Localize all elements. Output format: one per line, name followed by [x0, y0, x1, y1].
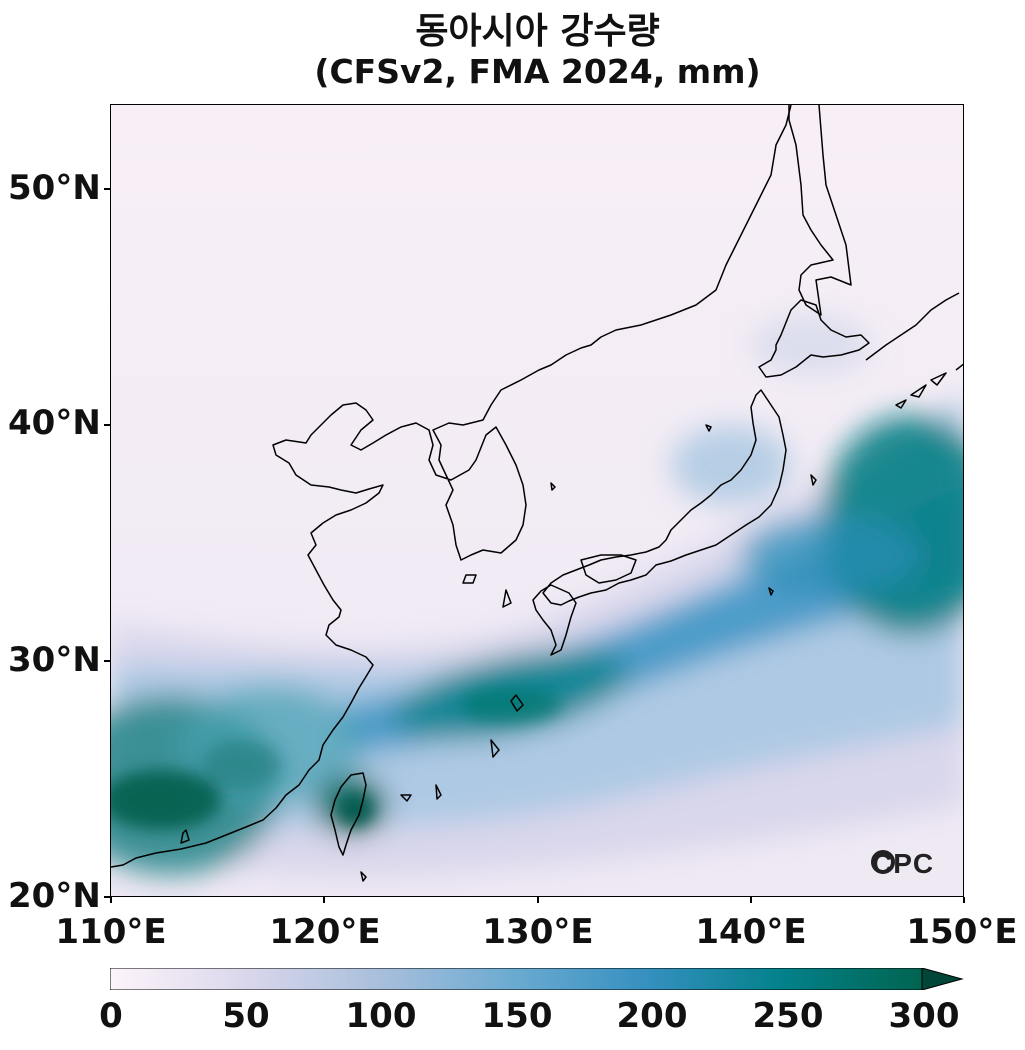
map-panel — [110, 104, 964, 897]
cpc-logo: CPC — [872, 848, 934, 880]
logo-text: CPC — [872, 848, 935, 879]
precip-heavy-cores — [111, 687, 561, 830]
lon-label-130e: 130°E — [482, 912, 594, 952]
lon-tick — [537, 897, 539, 903]
lat-label-20n: 20°N — [8, 876, 101, 916]
lat-label-30n: 30°N — [8, 640, 101, 680]
lat-tick — [104, 424, 110, 426]
colorbar-extend-arrow — [921, 968, 964, 990]
lon-label-120e: 120°E — [269, 912, 381, 952]
lon-label-140e: 140°E — [695, 912, 807, 952]
lon-label-150e: 150°E — [906, 912, 1018, 952]
colorbar-label-0: 0 — [99, 996, 123, 1036]
colorbar — [110, 968, 964, 990]
lat-label-40n: 40°N — [8, 403, 101, 443]
colorbar-label-150: 150 — [481, 996, 553, 1036]
colorbar-label-250: 250 — [752, 996, 824, 1036]
lat-tick — [104, 188, 110, 190]
colorbar-label-50: 50 — [222, 996, 270, 1036]
lon-tick — [750, 897, 752, 903]
lon-tick — [963, 897, 965, 903]
coastlines — [111, 105, 963, 882]
lon-label-110e: 110°E — [55, 912, 167, 952]
lat-label-50n: 50°N — [8, 168, 101, 208]
chart-title-line1: 동아시아 강수량 — [415, 11, 660, 52]
lon-tick — [323, 897, 325, 903]
chart-title-line2: (CFSv2, FMA 2024, mm) — [314, 52, 761, 91]
ocpc-logo-mark — [871, 850, 895, 874]
colorbar-label-300: 300 — [888, 996, 960, 1036]
lat-tick — [104, 896, 110, 898]
colorbar-label-100: 100 — [345, 996, 417, 1036]
colorbar-label-200: 200 — [616, 996, 688, 1036]
precipitation-map — [111, 105, 963, 896]
lat-tick — [104, 660, 110, 662]
lon-tick — [110, 897, 112, 903]
